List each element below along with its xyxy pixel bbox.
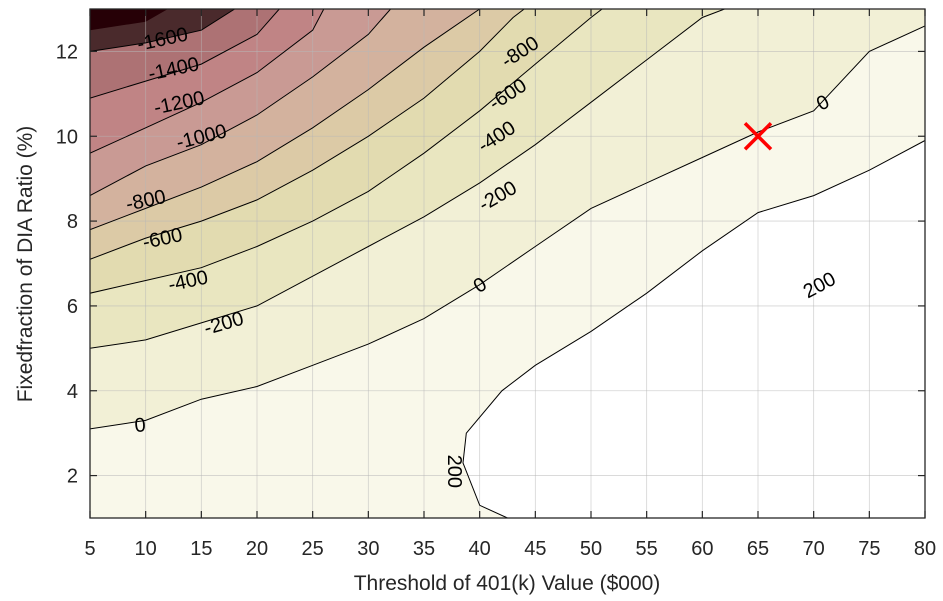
y-tick-label: 8 [67,211,78,233]
contour-label-group: 200 [443,452,467,491]
x-tick-label: 20 [246,538,268,560]
contour-label: 0 [134,414,147,437]
x-tick-label: 75 [858,538,880,560]
contour-label: 200 [443,455,465,488]
y-tick-label: 4 [67,381,78,403]
x-tick-label: 70 [803,538,825,560]
y-tick-label: 2 [67,466,78,488]
y-axis-label: Fixedfraction of DIA Ratio (%) [14,126,37,403]
x-tick-label: 40 [469,538,491,560]
x-tick-label: 55 [636,538,658,560]
x-tick-label: 35 [413,538,435,560]
x-tick-label: 5 [84,538,95,560]
y-tick-label: 10 [56,126,78,148]
x-tick-label: 25 [302,538,324,560]
y-tick-label: 12 [56,41,78,63]
x-axis-label: Threshold of 401(k) Value ($000) [354,572,661,595]
x-tick-label: 15 [190,538,212,560]
x-tick-label: 30 [357,538,379,560]
x-tick-label: 45 [524,538,546,560]
x-tick-label: 50 [580,538,602,560]
x-tick-label: 60 [691,538,713,560]
x-tick-label: 80 [914,538,936,560]
contour-label-group: 0 [131,412,150,437]
y-tick-label: 6 [67,296,78,318]
x-tick-label: 10 [135,538,157,560]
x-tick-label: 65 [747,538,769,560]
